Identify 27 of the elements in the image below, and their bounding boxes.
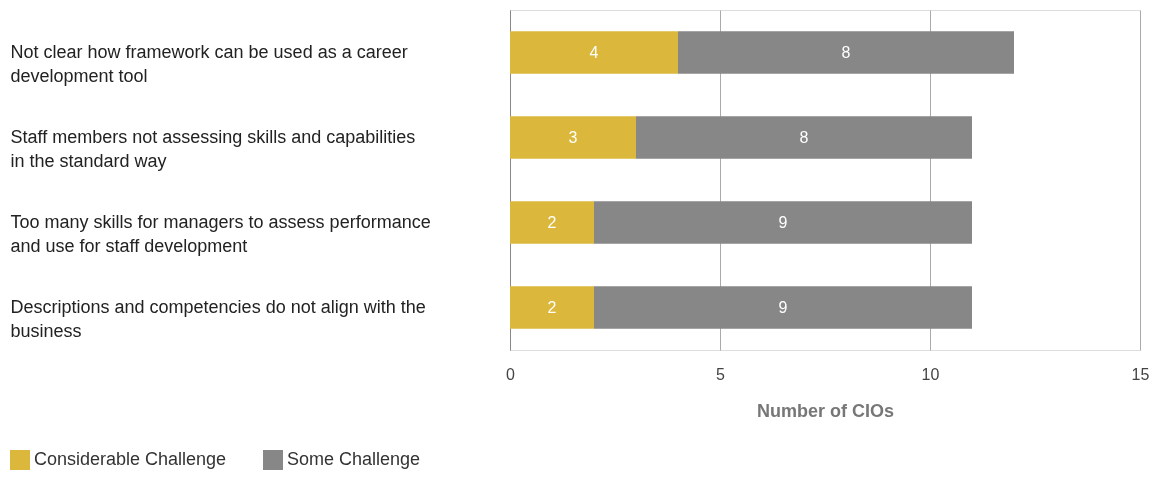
data-label: 8	[799, 128, 809, 146]
x-tick-label: 5	[716, 365, 726, 383]
data-label: 4	[589, 43, 599, 61]
bar	[510, 286, 594, 329]
legend-label: Considerable Challenge	[34, 449, 227, 469]
x-tick-label: 10	[921, 365, 940, 383]
y-tick-label: Descriptions and competencies do not align with the business	[10, 296, 426, 341]
y-tick-label: Too many skills for managers to assess performance and use for staff development	[10, 211, 431, 256]
data-label: 9	[778, 298, 788, 316]
bar	[678, 31, 1014, 74]
x-axis-title: Number of CIOs	[756, 400, 895, 421]
data-label: 8	[841, 43, 851, 61]
bar	[594, 286, 972, 329]
y-tick-label: Not clear how framework can be used as a career development tool	[10, 41, 408, 86]
data-label: 9	[778, 213, 788, 231]
bar	[510, 116, 636, 159]
x-tick-label: 0	[506, 365, 516, 383]
bar	[510, 201, 594, 244]
y-tick-label: Staff members not assessing skills and capabilities in the standard way	[10, 126, 416, 171]
bar	[594, 201, 972, 244]
data-label: 2	[547, 213, 557, 231]
bar	[636, 116, 972, 159]
data-label: 3	[568, 128, 578, 146]
bar	[510, 31, 678, 74]
x-tick-label: 15	[1131, 365, 1150, 383]
legend-label: Some Challenge	[287, 449, 421, 469]
data-label: 2	[547, 298, 557, 316]
